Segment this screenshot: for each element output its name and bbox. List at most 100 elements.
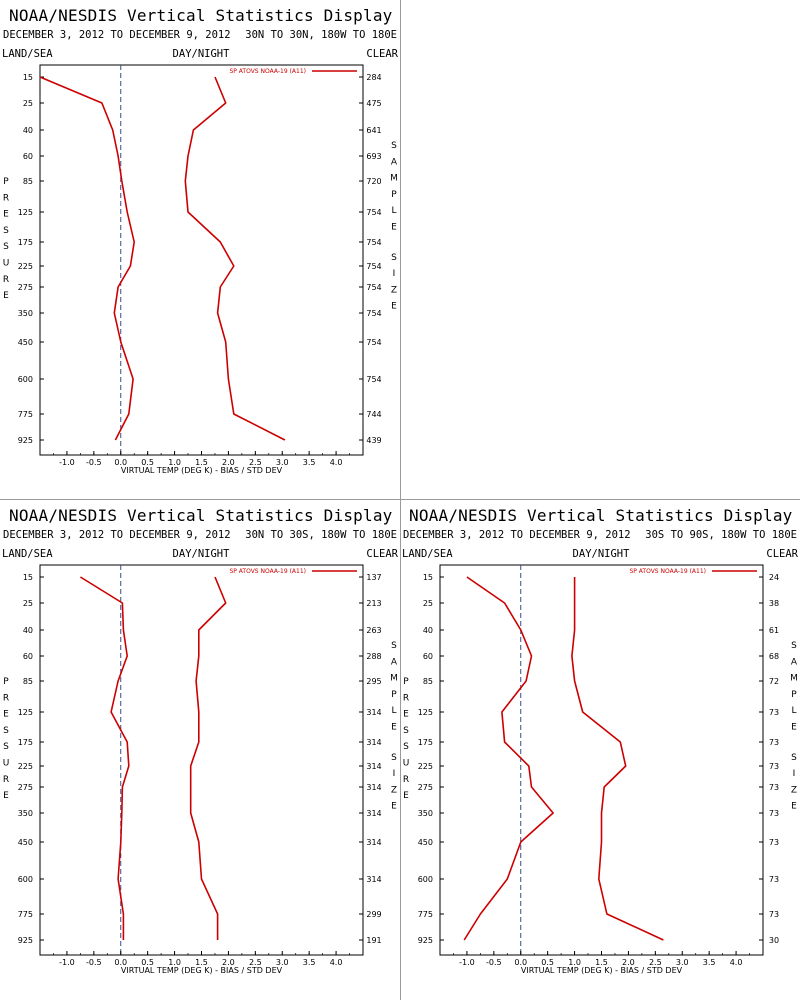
pressure-level-label: 85	[423, 677, 433, 686]
sample-size-axis-letter: A	[391, 157, 398, 167]
pressure-axis-letter: S	[3, 726, 9, 736]
sample-size-value: 754	[366, 375, 381, 384]
pressure-level-label: 175	[418, 738, 433, 747]
clear-label: CLEAR	[766, 548, 798, 560]
sample-size-axis-letter: L	[391, 706, 396, 716]
sample-size-value: 641	[366, 126, 381, 135]
pressure-level-label: 15	[423, 573, 433, 582]
pressure-level-label: 25	[23, 99, 33, 108]
sample-size-axis-letter: P	[791, 690, 797, 700]
pressure-axis-letter: E	[3, 210, 9, 220]
sample-size-axis-letter: P	[391, 690, 397, 700]
sample-size-value: 288	[366, 652, 381, 661]
sample-size-value: 314	[366, 809, 381, 818]
region-label: 30N TO 30N, 180W TO 180E	[245, 29, 397, 41]
panel-divider-horizontal	[0, 499, 800, 500]
sample-size-value: 191	[366, 936, 381, 945]
pressure-level-label: 125	[18, 208, 33, 217]
pressure-axis-letter: R	[403, 775, 409, 785]
date-range: DECEMBER 3, 2012 TO DECEMBER 9, 2012	[3, 529, 231, 541]
x-tick-label: -0.5	[486, 958, 502, 967]
pressure-level-label: 60	[423, 652, 433, 661]
sample-size-value: 61	[769, 626, 779, 635]
land-sea-label: LAND/SEA	[2, 548, 53, 560]
pressure-level-label: 125	[18, 708, 33, 717]
pressure-level-label: 40	[23, 626, 33, 635]
pressure-level-label: 225	[418, 762, 433, 771]
sample-size-value: 284	[366, 73, 381, 82]
x-tick-label: 1.5	[195, 458, 208, 467]
std-dev-series-line	[189, 576, 227, 940]
sample-size-value: 754	[366, 283, 381, 292]
sample-size-value: 73	[769, 762, 779, 771]
sample-size-axis-letter: I	[793, 769, 796, 779]
sample-size-axis-letter: Z	[391, 285, 397, 295]
sample-size-axis-letter: I	[393, 769, 396, 779]
sample-size-value: 314	[366, 708, 381, 717]
x-tick-label: 2.0	[222, 458, 235, 467]
x-axis-label: VIRTUAL TEMP (DEG K) - BIAS / STD DEV	[121, 466, 283, 475]
pressure-level-label: 925	[18, 436, 33, 445]
sample-size-value: 314	[366, 762, 381, 771]
sample-size-value: 693	[366, 152, 381, 161]
sample-size-value: 754	[366, 309, 381, 318]
day-night-label: DAY/NIGHT	[573, 548, 631, 560]
x-tick-label: 3.5	[303, 958, 316, 967]
sample-size-axis-letter: E	[391, 723, 397, 733]
chart-svg: NOAA/NESDIS Vertical Statistics Display D…	[2, 6, 399, 475]
pressure-axis-letter: E	[3, 791, 9, 801]
sample-size-value: 72	[769, 677, 779, 686]
pressure-level-label: 175	[18, 238, 33, 247]
x-tick-label: -1.0	[59, 458, 75, 467]
x-tick-label: 4.0	[330, 458, 343, 467]
sample-size-value: 744	[366, 410, 381, 419]
day-night-label: DAY/NIGHT	[173, 48, 231, 60]
pressure-level-label: 775	[418, 910, 433, 919]
sample-size-value: 68	[769, 652, 779, 661]
pressure-axis-letter: U	[3, 759, 10, 769]
x-tick-label: 0.0	[514, 958, 527, 967]
bias-series-line	[463, 576, 554, 941]
sample-size-axis-letter: E	[791, 723, 797, 733]
sample-size-value: 30	[769, 936, 779, 945]
sample-size-value: 73	[769, 738, 779, 747]
sample-size-axis-letter: E	[791, 802, 797, 812]
pressure-level-label: 775	[18, 910, 33, 919]
region-label: 30S TO 90S, 180W TO 180E	[645, 529, 797, 541]
pressure-axis-letter: R	[3, 275, 9, 285]
sample-size-axis-letter: L	[791, 706, 796, 716]
plot-frame	[39, 564, 364, 956]
bias-series-line	[39, 76, 135, 441]
chart-panel-30s-90s: NOAA/NESDIS Vertical Statistics Display D…	[400, 500, 800, 1000]
pressure-axis-letter: E	[3, 710, 9, 720]
x-tick-label: 0.5	[141, 958, 154, 967]
sample-size-axis-letter: M	[390, 174, 398, 184]
sample-size-value: 439	[366, 436, 381, 445]
empty-panel	[400, 0, 800, 500]
sample-size-axis-letter: S	[791, 753, 797, 763]
x-tick-label: 2.5	[249, 458, 262, 467]
chart-svg: NOAA/NESDIS Vertical Statistics Display D…	[2, 506, 399, 975]
sample-size-value: 754	[366, 208, 381, 217]
pressure-level-label: 275	[18, 783, 33, 792]
x-tick-label: 2.0	[222, 958, 235, 967]
sample-size-value: 73	[769, 783, 779, 792]
pressure-level-label: 125	[418, 708, 433, 717]
sample-size-value: 475	[366, 99, 381, 108]
pressure-level-label: 40	[23, 126, 33, 135]
sample-size-axis-letter: S	[391, 253, 397, 263]
sample-size-value: 73	[769, 910, 779, 919]
pressure-level-label: 450	[18, 338, 33, 347]
chart-title: NOAA/NESDIS Vertical Statistics Display	[409, 506, 793, 525]
pressure-level-label: 60	[23, 652, 33, 661]
chart-title: NOAA/NESDIS Vertical Statistics Display	[9, 506, 393, 525]
pressure-level-label: 600	[18, 375, 33, 384]
x-tick-label: -0.5	[86, 458, 102, 467]
pressure-axis-letter: R	[3, 693, 9, 703]
pressure-axis-letter: S	[403, 726, 409, 736]
legend-label: SP ATOVS NOAA-19 (A11)	[229, 68, 306, 75]
sample-size-value: 754	[366, 262, 381, 271]
pressure-level-label: 350	[418, 809, 433, 818]
x-tick-label: 2.0	[622, 958, 635, 967]
clear-label: CLEAR	[366, 48, 398, 60]
